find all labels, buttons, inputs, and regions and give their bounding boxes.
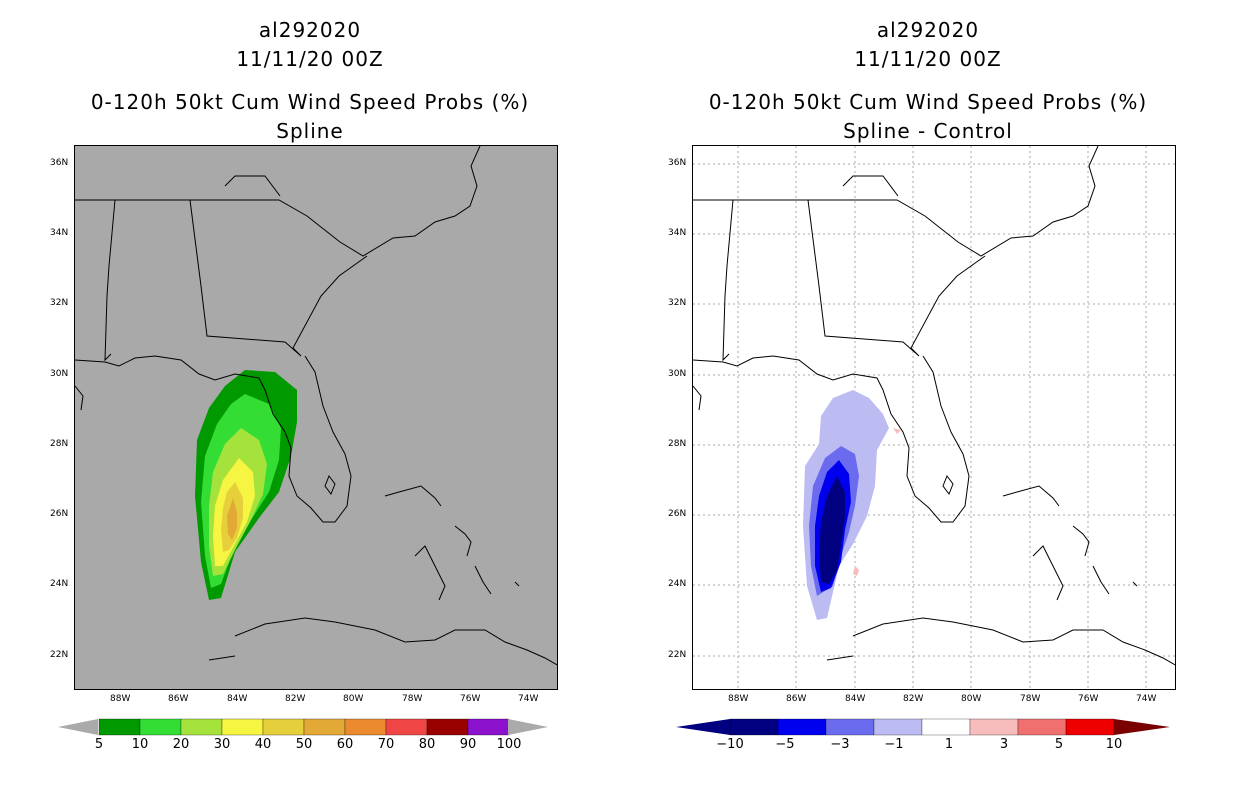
lon-label: 82W: [285, 694, 306, 704]
lat-label: 34N: [668, 228, 687, 238]
lon-label: 84W: [845, 694, 866, 704]
left-map-svg: [75, 146, 557, 666]
lon-label: 88W: [728, 694, 749, 704]
right-colorbar-cell: [969, 718, 1019, 736]
lat-label: 22N: [668, 650, 687, 660]
right-colorbar-cell: [825, 718, 875, 736]
lon-label: 76W: [460, 694, 481, 704]
lon-label: 78W: [1020, 694, 1041, 704]
lat-label: 32N: [50, 298, 69, 308]
left-colorbar-cell: [426, 718, 469, 736]
diff-contour-plus1-b: [893, 428, 901, 434]
lat-label: 26N: [50, 509, 69, 519]
prob-contour-50: [227, 498, 237, 540]
right-colorbar-label: 5: [1054, 737, 1064, 752]
left-colorbar-label: 70: [377, 737, 395, 752]
lat-label: 24N: [668, 579, 687, 589]
left-colorbar-label: 90: [459, 737, 477, 752]
diff-contour-minus10: [819, 476, 845, 584]
right-title: 0-120h 50kt Cum Wind Speed Probs (%): [708, 90, 1148, 114]
right-colorbar-cell: [729, 718, 779, 736]
lon-label: 74W: [1136, 694, 1157, 704]
lat-label: 26N: [668, 509, 687, 519]
lat-label: 28N: [668, 439, 687, 449]
left-colorbar-cells: [98, 718, 510, 736]
lon-label: 88W: [110, 694, 131, 704]
left-title: 0-120h 50kt Cum Wind Speed Probs (%): [90, 90, 530, 114]
lat-label: 32N: [668, 298, 687, 308]
lat-label: 30N: [668, 369, 687, 379]
right-subtitle: Spline - Control: [843, 119, 1013, 143]
right-colorbar-label: 1: [944, 737, 954, 752]
right-map: [692, 145, 1176, 690]
left-colorbar-cell: [303, 718, 346, 736]
left-colorbar-cell: [467, 718, 510, 736]
right-colorbar-cells: [729, 718, 1115, 736]
left-datetime: 11/11/20 00Z: [236, 47, 384, 71]
right-colorbar: [676, 718, 1170, 736]
left-colorbar-label: 50: [295, 737, 313, 752]
lat-label: 36N: [50, 158, 69, 168]
left-coastlines: [75, 146, 557, 666]
left-colorbar-label: 10: [131, 737, 149, 752]
lat-label: 36N: [668, 158, 687, 168]
right-colorbar-cell: [873, 718, 923, 736]
lat-label: 34N: [50, 228, 69, 238]
left-colorbar-cell: [344, 718, 387, 736]
left-colorbar-label: 5: [94, 737, 104, 752]
lat-label: 30N: [50, 369, 69, 379]
right-colorbar-end-left: [676, 719, 730, 735]
right-colorbar-label: −10: [716, 737, 744, 752]
lat-label: 22N: [50, 650, 69, 660]
lon-label: 86W: [786, 694, 807, 704]
left-subtitle: Spline: [276, 119, 344, 143]
right-map-svg: [693, 146, 1175, 689]
diff-contour-plus1: [853, 566, 859, 576]
lon-label: 74W: [518, 694, 539, 704]
lon-label: 80W: [343, 694, 364, 704]
left-colorbar-cell: [98, 718, 141, 736]
left-colorbar-cell: [221, 718, 264, 736]
left-colorbar-cell: [385, 718, 428, 736]
right-gridlines: [693, 146, 1175, 689]
left-colorbar-label: 20: [172, 737, 190, 752]
lon-label: 78W: [402, 694, 423, 704]
left-colorbar-end-left: [58, 719, 98, 735]
lon-label: 80W: [961, 694, 982, 704]
right-datetime: 11/11/20 00Z: [854, 47, 1002, 71]
left-colorbar-label: 40: [254, 737, 272, 752]
left-colorbar-cell: [180, 718, 223, 736]
left-map: [74, 145, 558, 690]
lon-label: 76W: [1078, 694, 1099, 704]
lat-label: 24N: [50, 579, 69, 589]
right-colorbar-cell: [1065, 718, 1115, 736]
left-colorbar-label: 80: [418, 737, 436, 752]
left-colorbar: [58, 718, 548, 736]
right-colorbar-label: 10: [1105, 737, 1123, 752]
right-colorbar-cell: [777, 718, 827, 736]
left-colorbar-label: 30: [213, 737, 231, 752]
right-colorbar-cell: [921, 718, 971, 736]
right-coastlines: [693, 146, 1175, 666]
left-colorbar-cell: [262, 718, 305, 736]
lon-label: 86W: [168, 694, 189, 704]
right-colorbar-end-right: [1114, 719, 1170, 735]
left-colorbar-label: 60: [336, 737, 354, 752]
left-colorbar-end-right: [508, 719, 548, 735]
left-storm-id: al292020: [258, 18, 362, 42]
right-colorbar-label: 3: [999, 737, 1009, 752]
right-colorbar-label: −5: [775, 737, 795, 752]
right-colorbar-label: −1: [884, 737, 904, 752]
right-storm-id: al292020: [876, 18, 980, 42]
lon-label: 82W: [903, 694, 924, 704]
right-colorbar-label: −3: [830, 737, 850, 752]
lon-label: 84W: [227, 694, 248, 704]
right-colorbar-cell: [1017, 718, 1067, 736]
lat-label: 28N: [50, 439, 69, 449]
left-colorbar-cell: [139, 718, 182, 736]
left-colorbar-label: 100: [496, 737, 522, 752]
